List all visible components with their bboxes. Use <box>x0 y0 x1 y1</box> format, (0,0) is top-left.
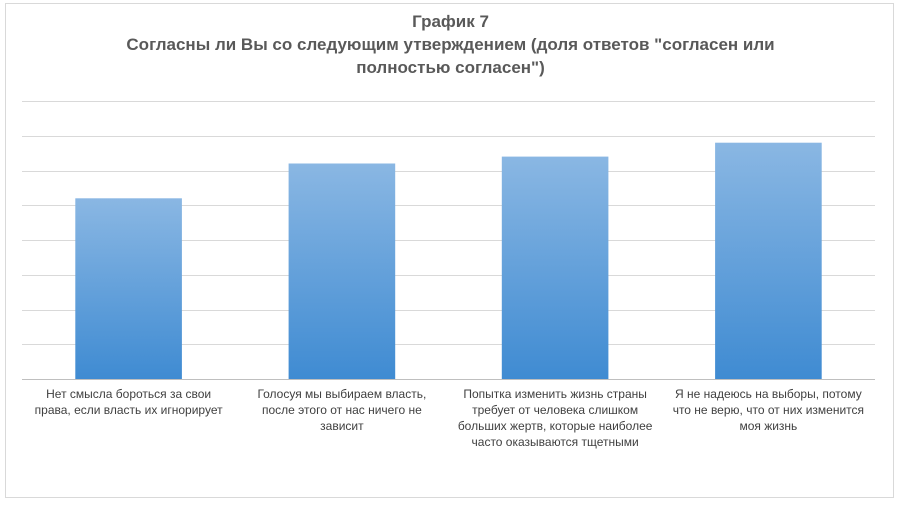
category-label: Голосуя мы выбираем власть, после этого … <box>257 387 427 433</box>
bars <box>75 142 822 379</box>
category-label: Я не надеюсь на выборы, потому что не ве… <box>672 387 865 433</box>
bar <box>288 163 396 379</box>
chart-subtitle-line-2: полностью согласен") <box>356 58 545 77</box>
chart-titles: График 7 Согласны ли Вы со следующим утв… <box>0 10 901 79</box>
category-label: Попытка изменить жизнь страны требует от… <box>457 387 653 449</box>
chart-title: График 7 <box>412 12 489 31</box>
bar <box>501 156 609 379</box>
chart-subtitle-line-1: Согласны ли Вы со следующим утверждением… <box>126 35 775 54</box>
bar <box>715 142 822 379</box>
bar <box>75 198 182 379</box>
category-label: Нет смысла бороться за свои права, если … <box>34 387 223 417</box>
